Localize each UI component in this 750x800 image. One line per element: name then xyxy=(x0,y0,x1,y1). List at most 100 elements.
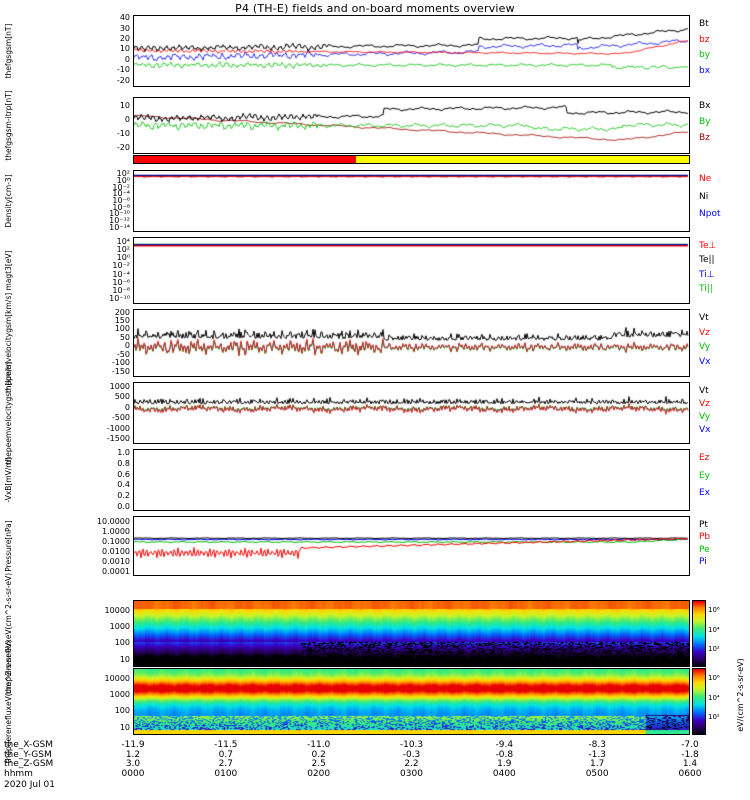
legend-pressure-pt: Pt xyxy=(699,520,708,530)
panel-magt3 xyxy=(133,237,690,304)
ytick-density-5: 10⁻⁸ xyxy=(112,202,130,212)
peir-colorbar-tick-0: 10⁶ xyxy=(708,606,720,614)
panel-fgs-gsm-itrp xyxy=(133,97,690,154)
legend-fgs-gsm-bx: bx xyxy=(699,65,711,76)
ytick-peim-velocity-1: 150 xyxy=(114,316,130,325)
axis-value-the-x-gsm-1: -11.5 xyxy=(214,740,238,750)
ytitle-line: eV xyxy=(4,696,13,707)
ytick-peim-velocity-7: -150 xyxy=(111,366,130,376)
ytitle-line: the xyxy=(4,66,13,79)
legend-pressure-pi: Pi xyxy=(699,557,707,568)
panel-plot-magt3 xyxy=(134,238,689,303)
ytick-pressure-0: 10.0000 xyxy=(96,517,130,526)
ytick-pressure-5: 0.0001 xyxy=(102,567,130,576)
ytick-peir-spectrogram-3: 10 xyxy=(119,654,130,664)
peer-colorbar xyxy=(692,668,706,735)
ytitle-line: Pressure xyxy=(4,539,13,572)
peir-colorbar-tick-1: 10⁴ xyxy=(708,625,720,634)
axis-value-the-y-gsm-6: -1.8 xyxy=(681,749,699,760)
ytick-peer-spectrogram-1: 1000 xyxy=(109,690,130,699)
ytick-fgs-gsm-itrp-0: 10 xyxy=(119,101,130,111)
date-label: 2020 Jul 01 xyxy=(4,780,55,790)
ytitle-line: [nPa] xyxy=(4,520,13,540)
axis-value-hhmm-1: 0100 xyxy=(214,768,238,779)
ytick-magt3-1: 10² xyxy=(116,245,130,255)
axis-value-the-z-gsm-1: 2.7 xyxy=(218,759,233,769)
ytitle-line: sr-eV) xyxy=(4,572,13,595)
panel-vxb-efield xyxy=(133,449,690,511)
panel-peer-spectrogram xyxy=(133,668,690,735)
legend-magt3-ti-: Ti⊥ xyxy=(699,269,715,280)
axis-value-hhmm-0: 0000 xyxy=(121,768,145,779)
ytitle-line: [mV/m] xyxy=(4,457,13,486)
ytick-density-2: 10⁻² xyxy=(112,182,130,192)
ytick-peem-velocity-3: -500 xyxy=(111,413,130,423)
axis-value-hhmm-5: 0500 xyxy=(585,768,609,779)
ytitle-line: Density xyxy=(4,199,13,228)
ytick-vxb-efield-0: 1.0 xyxy=(117,447,130,457)
peer-colorbar-tick-0: 10⁶ xyxy=(708,674,720,682)
ytick-density-3: 10⁻⁴ xyxy=(112,189,130,199)
ytitle-line: gsm xyxy=(4,385,13,402)
ytitle-peem-velocity: the peem velocity gsm [km/s] xyxy=(4,362,13,465)
ytick-peem-velocity-2: 0 xyxy=(124,402,130,412)
axis-value-the-x-gsm-5: -8.3 xyxy=(588,740,606,750)
ytitle-vxb-efield: -VxB [mV/m] xyxy=(4,449,13,511)
panel-plot-peim-velocity xyxy=(134,310,689,376)
ytitle-line: gsm xyxy=(4,121,13,138)
ytitle-density: Density [cm-3] xyxy=(4,170,13,232)
ytick-peem-velocity-4: -1000 xyxy=(106,423,130,433)
axis-value-the-z-gsm-3: 2.2 xyxy=(404,759,419,769)
axis-value-the-y-gsm-5: -1.3 xyxy=(588,749,606,760)
ytick-pressure-3: 0.0100 xyxy=(102,547,130,556)
axis-value-the-y-gsm-4: -0.8 xyxy=(495,749,514,760)
panel-density xyxy=(133,170,690,232)
ytick-vxb-efield-2: 0.6 xyxy=(117,469,130,479)
legend-density-ni: Ni xyxy=(699,191,709,202)
ytick-fgs-gsm-2: 20 xyxy=(119,33,130,43)
ytick-pressure-4: 0.0010 xyxy=(102,557,130,566)
ytick-magt3-2: 10⁰ xyxy=(116,253,130,263)
legend-vxb-efield-ez: Ez xyxy=(699,453,710,463)
axis-value-hhmm-6: 0600 xyxy=(678,768,702,779)
axis-row-label-hhmm: hhmm xyxy=(4,768,33,779)
ytick-peim-velocity-6: -100 xyxy=(111,358,130,368)
axis-value-the-x-gsm-4: -9.4 xyxy=(495,740,514,750)
axis-value-the-z-gsm-5: 1.7 xyxy=(589,759,605,769)
legend-pressure-pb: Pb xyxy=(699,532,711,543)
ytitle-line: eflux xyxy=(4,706,13,725)
ytick-magt3-3: 10⁻² xyxy=(112,261,130,271)
ytick-vxb-efield-5: 0.0 xyxy=(117,502,130,512)
panel-plot-pressure xyxy=(134,517,689,575)
legend-vxb-efield-ex: Ex xyxy=(699,488,711,499)
ytick-fgs-gsm-itrp-3: -20 xyxy=(116,142,130,152)
axis-row-label-the-z-gsm: the_Z-GSM xyxy=(4,759,54,769)
legend-fgs-gsm-itrp-by: By xyxy=(699,116,711,127)
ytick-pressure-1: 1.0000 xyxy=(102,527,130,536)
peer-colorbar-gradient xyxy=(693,669,705,734)
ytick-fgs-gsm-5: -10 xyxy=(116,65,130,75)
ytick-fgs-gsm-1: 30 xyxy=(119,23,130,33)
ytick-fgs-gsm-itrp-1: 0 xyxy=(124,115,130,124)
status-red-segment xyxy=(134,156,356,163)
peer-colorbar-tick-1: 10⁴ xyxy=(708,693,720,702)
ytick-peem-velocity-0: 1000 xyxy=(109,382,130,392)
ytick-magt3-5: 10⁻⁶ xyxy=(112,277,130,287)
panel-peir-spectrogram xyxy=(133,600,690,667)
panel-plot-peem-velocity xyxy=(134,383,689,443)
ytick-vxb-efield-4: 0.2 xyxy=(117,491,130,501)
legend-peim-velocity-vt: Vt xyxy=(699,313,709,323)
legend-fgs-gsm-bz: bz xyxy=(699,34,710,45)
panel-plot-vxb-efield xyxy=(134,450,689,510)
ytitle-line: gsm xyxy=(4,316,13,333)
ytick-peim-velocity-5: -50 xyxy=(116,349,130,359)
ytick-magt3-6: 10⁻⁸ xyxy=(112,285,130,295)
ytick-peim-velocity-3: 50 xyxy=(119,332,130,342)
axis-row-label-the-x-gsm: the_X-GSM xyxy=(4,740,54,750)
axis-value-the-z-gsm-6: 1.4 xyxy=(682,759,698,769)
ytitle-fgs-gsm: the fgs gsm [nT] xyxy=(4,15,13,87)
axis-value-the-x-gsm-2: -11.0 xyxy=(307,740,331,750)
axis-value-the-x-gsm-3: -10.3 xyxy=(399,740,424,750)
panel-plot-fgs-gsm-itrp xyxy=(134,98,689,153)
legend-magt3-te-: Te⊥ xyxy=(699,241,717,251)
